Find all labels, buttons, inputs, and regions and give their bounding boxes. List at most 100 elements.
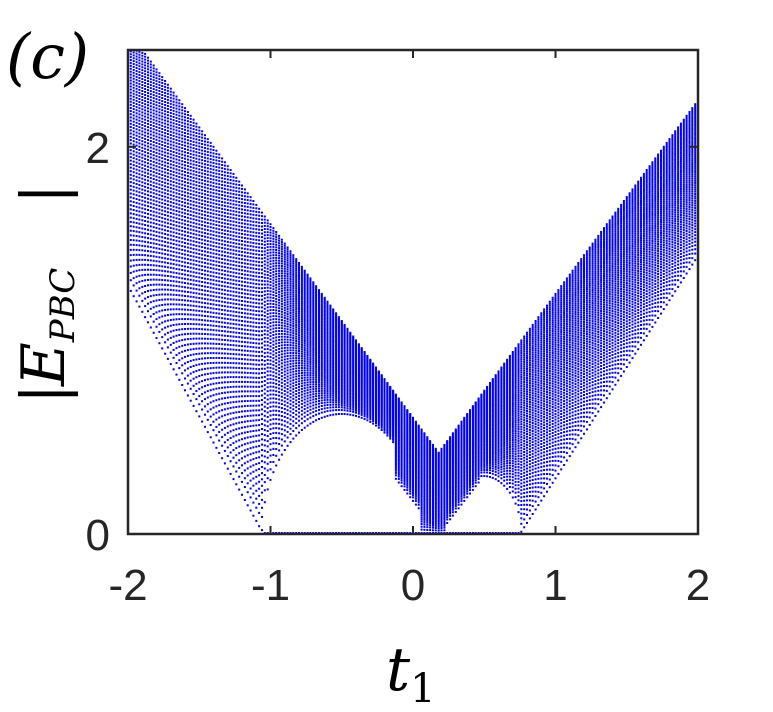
data-point: [235, 440, 238, 443]
data-point: [289, 441, 292, 444]
data-point: [312, 388, 315, 391]
data-point: [166, 175, 169, 178]
data-point: [312, 381, 315, 383]
data-point: [295, 364, 298, 367]
data-point: [147, 278, 149, 281]
data-point: [138, 169, 141, 172]
data-point: [232, 176, 235, 179]
data-point: [300, 379, 303, 382]
data-point: [221, 207, 224, 210]
data-point: [218, 312, 221, 315]
data-point: [189, 262, 192, 265]
data-point: [309, 416, 312, 419]
data-point: [303, 371, 306, 374]
data-point: [300, 396, 303, 399]
data-point: [320, 333, 323, 335]
data-point: [283, 274, 286, 277]
data-point: [215, 209, 218, 212]
data-point: [181, 222, 184, 225]
data-point: [255, 224, 258, 227]
data-point: [172, 275, 175, 278]
data-point: [166, 172, 169, 175]
data-point: [263, 375, 266, 378]
data-point: [326, 341, 329, 344]
data-point: [192, 144, 195, 146]
data-point: [158, 293, 161, 296]
data-point: [300, 367, 303, 369]
data-point: [144, 118, 147, 121]
data-point: [292, 309, 295, 311]
data-point: [144, 240, 147, 243]
data-point: [249, 227, 252, 230]
data-point: [226, 330, 229, 333]
data-point: [286, 338, 289, 341]
data-point: [215, 371, 218, 374]
data-point: [141, 51, 144, 54]
data-point: [135, 112, 138, 115]
data-point: [238, 239, 241, 242]
data-point: [166, 253, 169, 256]
data-point: [289, 280, 292, 283]
data-point: [232, 220, 235, 223]
data-point: [272, 327, 275, 330]
data-point: [318, 338, 320, 341]
data-point: [243, 255, 246, 258]
data-point: [246, 341, 249, 344]
data-point: [147, 122, 149, 125]
data-point: [295, 317, 298, 320]
data-point: [318, 333, 320, 336]
data-point: [158, 197, 161, 200]
data-point: [263, 270, 266, 273]
data-point: [275, 386, 278, 389]
data-point: [300, 333, 303, 336]
data-point: [329, 386, 332, 389]
data-point: [246, 333, 249, 335]
data-point: [295, 417, 298, 420]
data-point: [309, 376, 312, 379]
data-point: [141, 153, 144, 156]
data-point: [178, 143, 181, 145]
data-point: [215, 192, 218, 195]
data-point: [198, 415, 201, 418]
data-point: [272, 471, 275, 474]
data-point: [238, 327, 241, 330]
data-point: [161, 124, 164, 127]
data-point: [206, 183, 209, 186]
data-point: [129, 100, 132, 103]
data-point: [226, 301, 229, 304]
data-point: [278, 338, 281, 341]
data-point: [243, 328, 246, 331]
data-point: [135, 230, 138, 233]
data-point: [280, 428, 283, 431]
data-point: [286, 291, 289, 294]
data-point: [241, 432, 243, 435]
data-point: [161, 180, 164, 183]
data-point: [186, 206, 189, 209]
data-point: [229, 314, 232, 317]
data-point: [204, 134, 206, 137]
data-point: [323, 319, 326, 322]
data-point: [238, 395, 241, 398]
data-point: [241, 225, 243, 228]
data-point: [300, 341, 303, 344]
data-point: [161, 274, 164, 277]
data-point: [323, 360, 326, 363]
data-point: [223, 233, 226, 235]
data-point: [218, 423, 221, 426]
data-point: [306, 374, 309, 377]
data-point: [138, 235, 141, 238]
data-point: [169, 298, 172, 301]
data-point: [329, 403, 332, 406]
data-point: [135, 239, 138, 242]
data-point: [129, 289, 132, 292]
data-point: [323, 387, 326, 390]
data-point: [255, 306, 258, 308]
data-point: [155, 299, 158, 302]
data-point: [198, 132, 201, 135]
data-point: [278, 387, 281, 390]
data-point: [158, 223, 161, 226]
data-point: [152, 112, 155, 115]
data-point: [252, 346, 255, 349]
data-point: [132, 264, 135, 267]
data-point: [255, 399, 258, 402]
